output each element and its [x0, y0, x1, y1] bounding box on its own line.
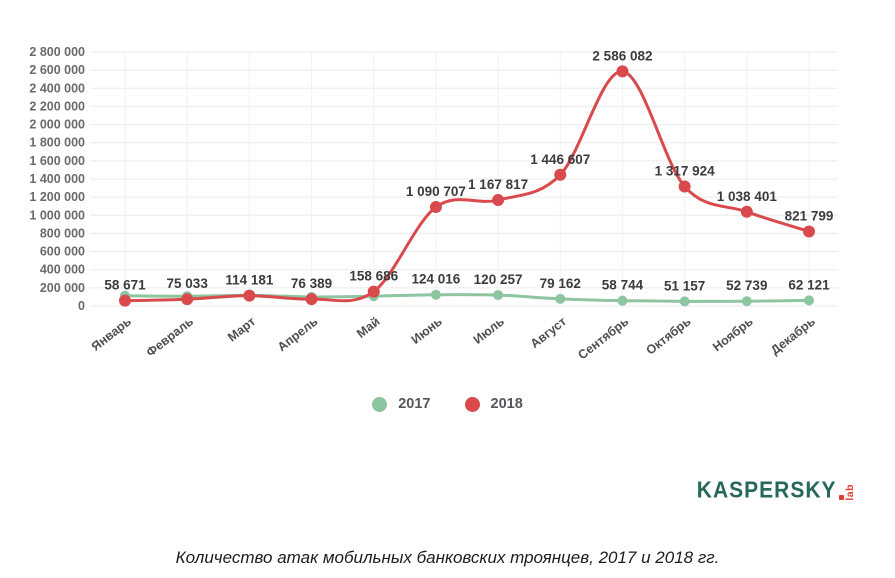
svg-text:75 033: 75 033	[167, 276, 209, 291]
svg-text:821 799: 821 799	[785, 208, 834, 223]
chart-caption: Количество атак мобильных банковских тро…	[175, 548, 720, 567]
svg-text:2 000 000: 2 000 000	[29, 118, 85, 132]
svg-text:Сентябрь: Сентябрь	[575, 314, 631, 362]
svg-text:1 600 000: 1 600 000	[29, 154, 85, 168]
svg-text:Февраль: Февраль	[144, 314, 197, 359]
line-chart: 0 200 000 400 000 600 000 800 000 1 000 000 1 …	[29, 45, 838, 362]
svg-text:Октябрь: Октябрь	[644, 314, 694, 358]
svg-text:Декабрь: Декабрь	[768, 314, 818, 357]
svg-text:Июль: Июль	[471, 314, 507, 347]
svg-text:58 744: 58 744	[602, 278, 644, 293]
svg-text:62 121: 62 121	[788, 277, 830, 292]
legend-item-2017: 2017	[372, 396, 431, 412]
legend-label-2017: 2017	[398, 396, 431, 412]
svg-text:58 671: 58 671	[104, 278, 146, 293]
svg-text:Январь: Январь	[89, 314, 134, 354]
series-2018	[119, 65, 815, 307]
svg-text:1 200 000: 1 200 000	[29, 190, 85, 204]
svg-text:1 446 607: 1 446 607	[530, 152, 590, 167]
svg-text:114 181: 114 181	[225, 273, 274, 288]
svg-text:Ноябрь: Ноябрь	[710, 314, 756, 354]
svg-text:Июнь: Июнь	[409, 314, 445, 347]
svg-text:1 038 401: 1 038 401	[717, 189, 778, 204]
svg-text:1 800 000: 1 800 000	[29, 136, 85, 150]
svg-text:51 157: 51 157	[664, 278, 705, 293]
svg-text:79 162: 79 162	[540, 276, 581, 291]
svg-text:52 739: 52 739	[726, 278, 767, 293]
kaspersky-lab-text: lab	[843, 484, 856, 501]
svg-text:1 167 817: 1 167 817	[468, 177, 528, 192]
grid	[90, 51, 838, 307]
svg-text:76 389: 76 389	[291, 276, 332, 291]
chart-legend: 2017 2018	[0, 396, 895, 412]
svg-text:Апрель: Апрель	[275, 314, 321, 354]
svg-text:800 000: 800 000	[40, 226, 85, 240]
svg-text:1 400 000: 1 400 000	[29, 172, 85, 186]
svg-text:2 600 000: 2 600 000	[29, 63, 85, 77]
kaspersky-wordmark: KASPERSKY	[696, 477, 837, 504]
legend-item-2018: 2018	[464, 396, 523, 412]
svg-text:Август: Август	[528, 314, 569, 351]
svg-text:120 257: 120 257	[474, 272, 523, 287]
svg-text:2 200 000: 2 200 000	[29, 99, 85, 113]
svg-text:600 000: 600 000	[40, 245, 85, 259]
svg-text:2 400 000: 2 400 000	[29, 81, 85, 95]
svg-text:Май: Май	[354, 314, 382, 341]
data-labels-2017: 124 016 120 257 79 162 58 744 51 157 52 739 62…	[412, 272, 831, 294]
legend-label-2018: 2018	[490, 396, 523, 412]
svg-text:400 000: 400 000	[40, 263, 85, 277]
data-labels-2018: 58 671 75 033 114 181 76 389 158 686 1 090 70…	[104, 48, 833, 292]
svg-text:2 586 082: 2 586 082	[592, 48, 652, 63]
svg-text:2 800 000: 2 800 000	[29, 45, 85, 59]
svg-text:Март: Март	[225, 314, 258, 344]
svg-text:1 090 707: 1 090 707	[406, 184, 466, 199]
svg-text:124 016: 124 016	[412, 272, 461, 287]
axis-labels: 0 200 000 400 000 600 000 800 000 1 000 000 1 …	[29, 45, 818, 362]
svg-text:0: 0	[78, 299, 85, 313]
kaspersky-logo: KASPERSKY lab	[696, 477, 856, 504]
svg-text:158 686: 158 686	[349, 269, 398, 284]
svg-text:200 000: 200 000	[40, 281, 85, 295]
logo-dot-icon	[838, 495, 844, 500]
legend-swatch-2017-icon	[372, 396, 388, 412]
svg-text:1 000 000: 1 000 000	[29, 208, 85, 222]
svg-text:1 317 924: 1 317 924	[655, 163, 716, 178]
legend-swatch-2018-icon	[464, 396, 480, 412]
